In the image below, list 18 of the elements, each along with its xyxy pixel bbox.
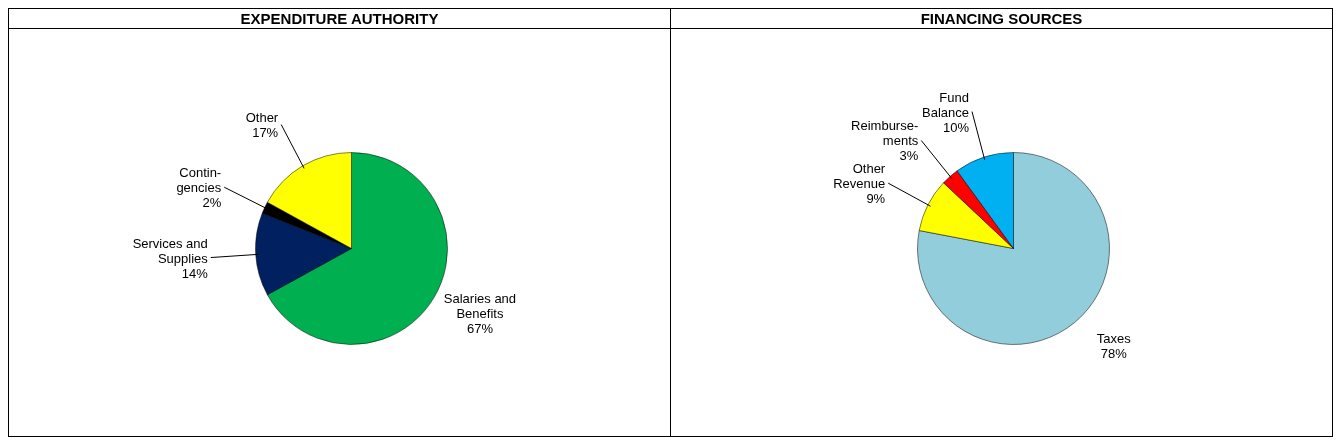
data-label: 67% xyxy=(466,320,494,336)
data-label: 9% xyxy=(866,191,886,207)
data-label: 10% xyxy=(942,119,970,135)
slice-label: Services and Supplies xyxy=(132,235,209,266)
slice-label: Reimburse- ments xyxy=(851,118,919,149)
data-label: 17% xyxy=(252,125,279,141)
data-label: 3% xyxy=(899,148,919,164)
slice-label: Other xyxy=(245,110,279,126)
chart-title: FINANCING SOURCES xyxy=(920,9,1083,27)
slice-label: Fund Balance xyxy=(922,89,969,120)
data-label: 14% xyxy=(181,265,209,281)
slice-label: Salaries and Benefits xyxy=(443,290,517,321)
data-label: 78% xyxy=(1100,346,1128,362)
slice-label: Other Revenue xyxy=(833,161,886,192)
data-label: 2% xyxy=(202,195,222,211)
slice-label: Contin- gencies xyxy=(176,165,222,196)
slice-label: Taxes xyxy=(1096,331,1132,347)
chart-title: EXPENDITURE AUTHORITY xyxy=(240,9,439,27)
